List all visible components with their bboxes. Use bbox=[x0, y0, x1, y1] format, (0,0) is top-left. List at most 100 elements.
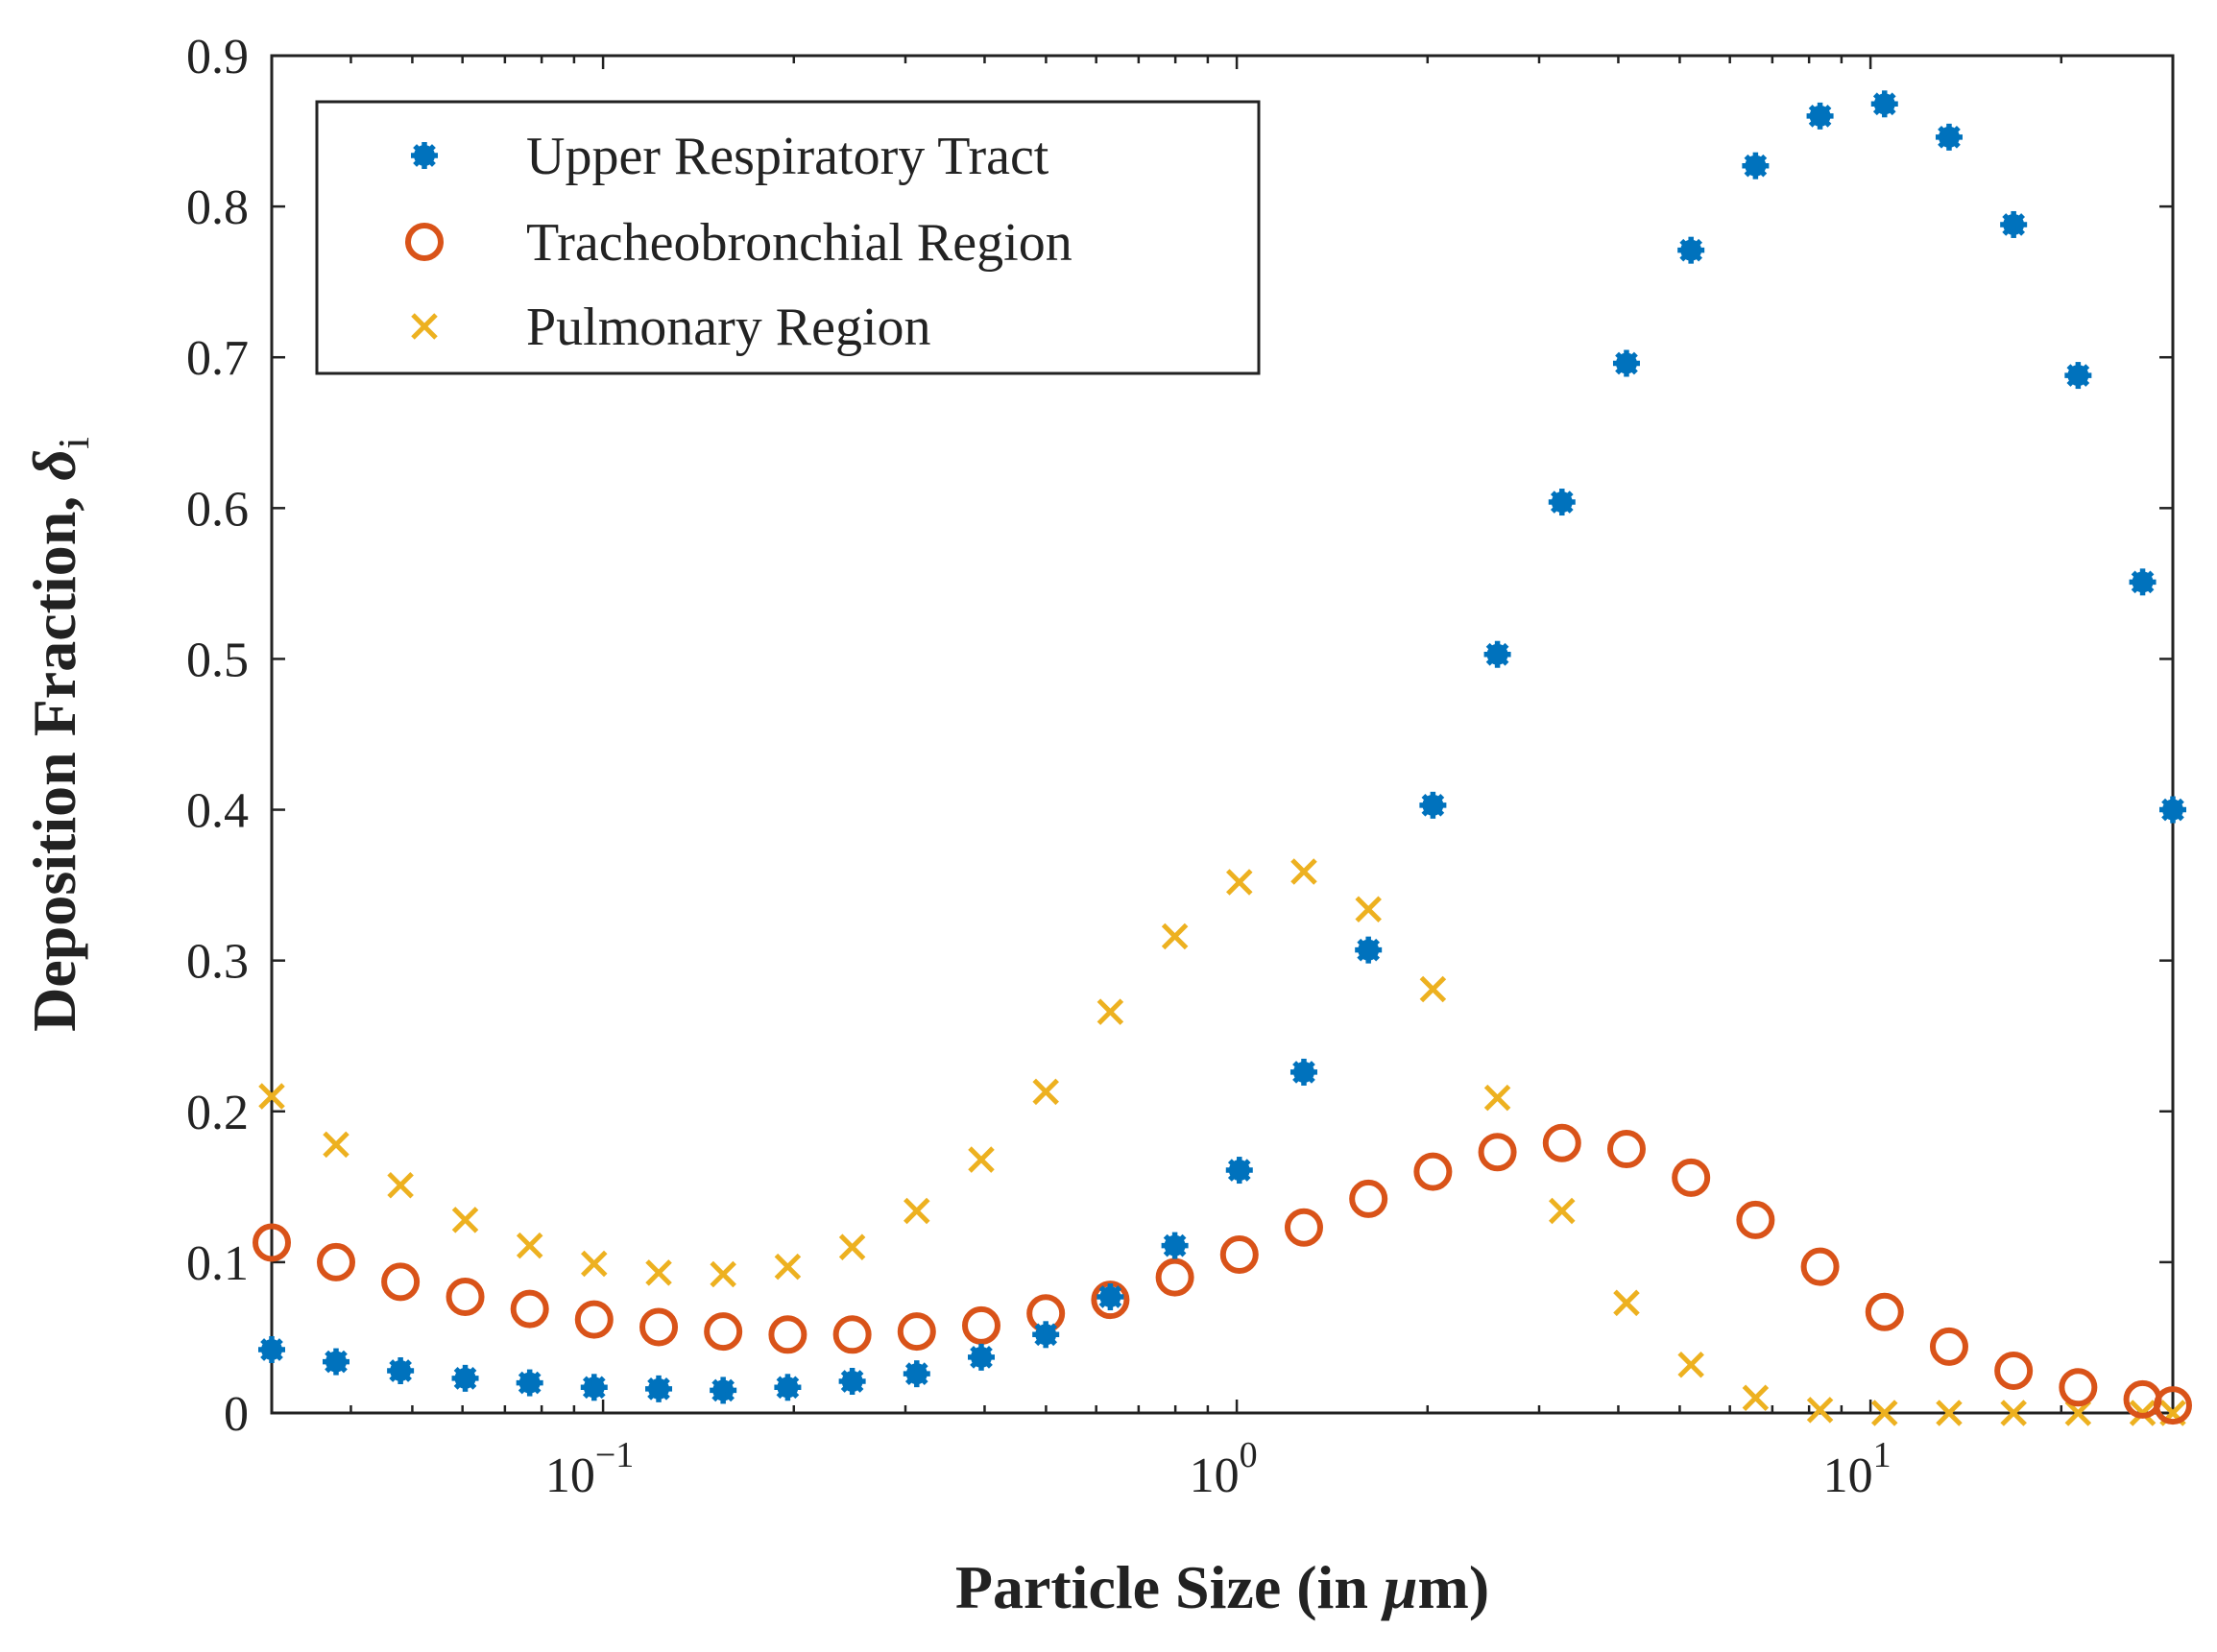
asterisk-ray bbox=[1034, 1323, 1058, 1347]
data-point bbox=[645, 1259, 672, 1286]
data-point bbox=[968, 1146, 995, 1173]
y-axis-label-symbol: δ bbox=[20, 449, 88, 481]
data-point bbox=[639, 1307, 679, 1347]
asterisk-ray bbox=[1485, 642, 1509, 666]
asterisk-ray bbox=[1615, 351, 1638, 375]
data-point bbox=[2159, 796, 2186, 824]
x-marker-stroke bbox=[1549, 1197, 1576, 1225]
data-point bbox=[967, 1343, 995, 1371]
series-circle bbox=[253, 1123, 2192, 1425]
data-point bbox=[774, 1253, 802, 1281]
data-point bbox=[1155, 1257, 1194, 1297]
x-tick-base: 10 bbox=[1190, 1448, 1240, 1503]
y-tick-label: 0.8 bbox=[186, 180, 249, 235]
legend-marker bbox=[405, 223, 444, 261]
asterisk-ray bbox=[970, 1346, 993, 1369]
data-point bbox=[1865, 1292, 1904, 1331]
x-tick-exponent: 0 bbox=[1240, 1435, 1258, 1475]
data-point bbox=[897, 1312, 936, 1352]
x-marker-stroke bbox=[1096, 998, 1124, 1025]
data-point bbox=[838, 1368, 866, 1396]
data-point bbox=[387, 1357, 415, 1385]
data-point bbox=[2000, 210, 2028, 238]
data-point bbox=[2064, 1400, 2092, 1426]
data-point bbox=[451, 1364, 479, 1392]
x-axis-label-prefix: Particle Size (in bbox=[955, 1553, 1384, 1621]
data-point bbox=[1548, 489, 1576, 516]
x-tick-label: 100 bbox=[1190, 1435, 1258, 1503]
data-point bbox=[1742, 152, 1770, 180]
data-point bbox=[1736, 1200, 1775, 1239]
x-marker-stroke bbox=[1806, 1397, 1834, 1424]
x-marker-stroke bbox=[1936, 1400, 1963, 1426]
data-point bbox=[2154, 1386, 2192, 1425]
data-point bbox=[1096, 1283, 1124, 1311]
data-point bbox=[2000, 1400, 2027, 1426]
x-marker-stroke bbox=[258, 1083, 285, 1110]
x-tick-base: 10 bbox=[545, 1448, 595, 1503]
data-point bbox=[774, 1374, 802, 1401]
data-point bbox=[1419, 975, 1447, 1003]
x-marker-stroke bbox=[904, 1197, 930, 1225]
asterisk-ray bbox=[2002, 213, 2026, 236]
data-point bbox=[258, 1336, 285, 1364]
x-marker-stroke bbox=[1742, 1384, 1770, 1412]
data-point bbox=[1290, 858, 1317, 885]
data-point bbox=[1032, 1321, 1060, 1349]
data-point bbox=[2064, 362, 2092, 390]
legend-label-pulmonary: Pulmonary Region bbox=[526, 298, 931, 357]
data-point bbox=[446, 1278, 485, 1317]
data-point bbox=[1870, 1400, 1898, 1426]
x-marker-stroke bbox=[323, 1131, 349, 1159]
data-point bbox=[317, 1242, 356, 1281]
x-marker-stroke bbox=[1355, 896, 1382, 923]
data-point bbox=[253, 1223, 291, 1262]
asterisk-ray bbox=[260, 1338, 283, 1361]
data-point bbox=[645, 1375, 673, 1402]
x-marker-stroke bbox=[645, 1259, 672, 1286]
data-point bbox=[451, 1207, 479, 1233]
asterisk-ray bbox=[840, 1370, 864, 1393]
x-marker-stroke bbox=[1290, 858, 1317, 885]
x-marker-stroke bbox=[2000, 1400, 2027, 1426]
asterisk-ray bbox=[711, 1378, 735, 1402]
data-point bbox=[904, 1197, 930, 1225]
data-point bbox=[704, 1312, 743, 1352]
x-marker-stroke bbox=[1870, 1400, 1898, 1426]
y-tick-label: 0.5 bbox=[186, 633, 249, 687]
x-marker-stroke bbox=[774, 1253, 802, 1281]
legend-label-upper-respiratory: Upper Respiratory Tract bbox=[526, 127, 1049, 186]
asterisk-ray bbox=[1163, 1233, 1187, 1257]
data-point bbox=[1870, 90, 1898, 118]
data-point bbox=[387, 1171, 414, 1199]
data-point bbox=[1161, 1232, 1189, 1259]
y-tick-label: 0.6 bbox=[186, 482, 249, 537]
data-point bbox=[1032, 1078, 1059, 1106]
x-marker-stroke bbox=[516, 1232, 543, 1259]
asterisk-ray bbox=[518, 1371, 542, 1395]
series-asterisk bbox=[258, 90, 2186, 1404]
x-axis-label-suffix: m) bbox=[1418, 1553, 1490, 1621]
data-point bbox=[1806, 102, 1834, 130]
x-marker-stroke bbox=[387, 1171, 414, 1199]
data-point bbox=[710, 1260, 736, 1288]
data-point bbox=[1478, 1133, 1517, 1172]
y-tick-label: 0.1 bbox=[186, 1236, 249, 1291]
asterisk-ray bbox=[1098, 1285, 1122, 1308]
data-point bbox=[1483, 640, 1511, 668]
asterisk-ray bbox=[647, 1377, 670, 1401]
data-point bbox=[516, 1369, 543, 1397]
asterisk-ray bbox=[1292, 1061, 1315, 1084]
asterisk-ray bbox=[1357, 938, 1381, 962]
asterisk-ray bbox=[1938, 125, 1961, 149]
asterisk-ray bbox=[1227, 1159, 1251, 1182]
y-tick-label: 0.2 bbox=[186, 1086, 249, 1140]
asterisk-ray bbox=[413, 144, 436, 167]
asterisk-ray bbox=[2161, 798, 2184, 822]
data-point bbox=[1935, 123, 1963, 151]
legend: Upper Respiratory Tract Tracheobronchial… bbox=[315, 100, 1261, 375]
asterisk-ray bbox=[776, 1376, 800, 1400]
legend-markers bbox=[405, 142, 444, 340]
data-point bbox=[381, 1262, 421, 1302]
asterisk-ray bbox=[1679, 238, 1703, 262]
